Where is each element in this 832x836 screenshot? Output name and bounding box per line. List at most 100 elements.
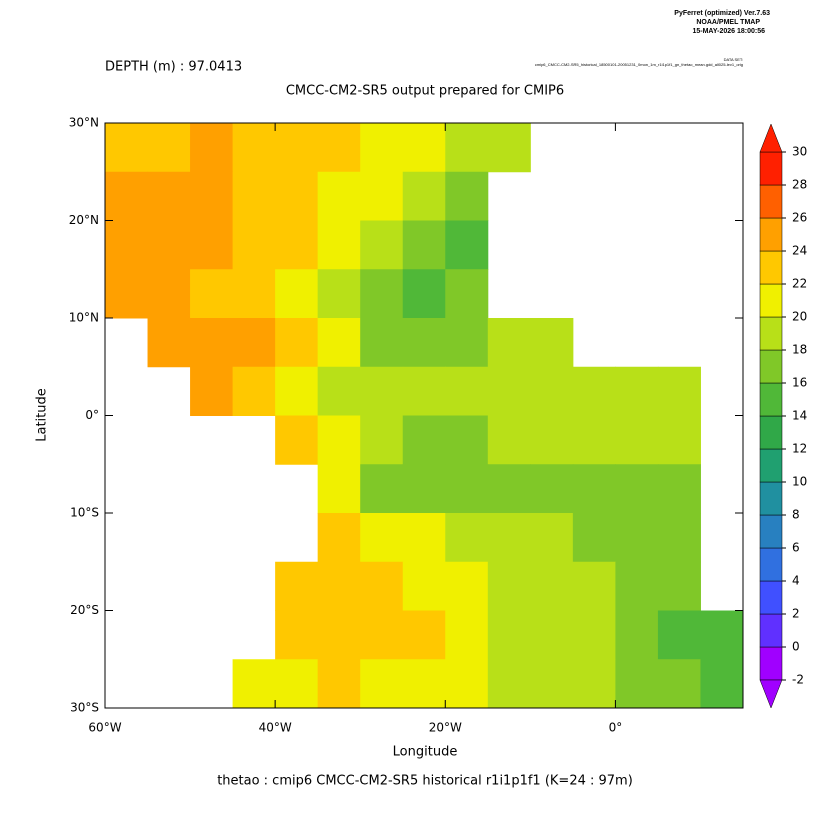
colorbar-band bbox=[759, 448, 783, 483]
cell bbox=[105, 220, 149, 270]
subtitle: DEPTH (m) : 97.0413 bbox=[105, 60, 242, 75]
cell bbox=[572, 659, 616, 709]
colorbar-label: 0 bbox=[792, 640, 800, 654]
cell bbox=[147, 269, 191, 319]
cell bbox=[232, 659, 276, 709]
cell bbox=[445, 513, 489, 563]
colorbar-label: 14 bbox=[792, 409, 807, 423]
cell bbox=[402, 513, 446, 563]
colorbar-label: 30 bbox=[792, 145, 807, 159]
cell bbox=[657, 464, 701, 514]
cell bbox=[190, 171, 234, 221]
cell bbox=[402, 269, 446, 319]
colorbar-band bbox=[759, 613, 783, 648]
y-tick-label: 30°N bbox=[69, 116, 99, 130]
colorbar-label: 16 bbox=[792, 376, 807, 390]
cell bbox=[232, 318, 276, 368]
cell bbox=[360, 464, 404, 514]
date: 15-MAY-2026 18:00:56 bbox=[692, 28, 765, 35]
cell bbox=[402, 318, 446, 368]
x-tick-label: 60°W bbox=[88, 721, 121, 735]
cell bbox=[445, 366, 489, 416]
cell bbox=[317, 318, 361, 368]
cell bbox=[317, 561, 361, 611]
cell bbox=[317, 659, 361, 709]
cell bbox=[232, 220, 276, 270]
colorbar-label: 12 bbox=[792, 442, 807, 456]
cell bbox=[190, 269, 234, 319]
cell bbox=[530, 318, 574, 368]
cell bbox=[317, 171, 361, 221]
cell bbox=[487, 318, 531, 368]
y-tick-label: 20°S bbox=[70, 603, 99, 617]
cell bbox=[105, 123, 149, 173]
colorbar-label: 18 bbox=[792, 343, 807, 357]
cell bbox=[402, 561, 446, 611]
cell bbox=[317, 464, 361, 514]
cell bbox=[445, 220, 489, 270]
cell bbox=[572, 561, 616, 611]
cell bbox=[572, 610, 616, 660]
cell bbox=[275, 269, 319, 319]
cell bbox=[657, 513, 701, 563]
cell bbox=[402, 659, 446, 709]
cell bbox=[232, 171, 276, 221]
cell bbox=[232, 366, 276, 416]
cell bbox=[275, 659, 319, 709]
cell bbox=[445, 415, 489, 465]
cell bbox=[360, 561, 404, 611]
cell bbox=[487, 561, 531, 611]
cell bbox=[147, 220, 191, 270]
cell bbox=[360, 415, 404, 465]
field bbox=[105, 123, 744, 709]
colorbar-label: 24 bbox=[792, 244, 807, 258]
cell bbox=[360, 366, 404, 416]
cell bbox=[317, 269, 361, 319]
x-tick-label: 40°W bbox=[259, 721, 292, 735]
cell bbox=[360, 220, 404, 270]
colorbar-label: 26 bbox=[792, 211, 807, 225]
cell bbox=[275, 366, 319, 416]
cell bbox=[572, 415, 616, 465]
cell bbox=[317, 220, 361, 270]
colorbar-band bbox=[759, 250, 783, 285]
cell bbox=[445, 171, 489, 221]
cell bbox=[275, 318, 319, 368]
cell bbox=[657, 659, 701, 709]
cell bbox=[360, 610, 404, 660]
colorbar-label: 28 bbox=[792, 178, 807, 192]
org: NOAA/PMEL TMAP bbox=[696, 19, 760, 26]
cell bbox=[700, 659, 744, 709]
cell bbox=[147, 123, 191, 173]
cell bbox=[317, 610, 361, 660]
colorbar-band bbox=[759, 283, 783, 318]
dataset: cmip6_CMCC-CM2-SR5_historical_18500101-2… bbox=[535, 62, 743, 67]
x-tick-label: 0° bbox=[609, 721, 623, 735]
colorbar-band bbox=[759, 514, 783, 549]
cell bbox=[530, 415, 574, 465]
colorbar-band bbox=[759, 580, 783, 615]
y-tick-label: 20°N bbox=[69, 213, 99, 227]
cell bbox=[700, 610, 744, 660]
cell bbox=[487, 366, 531, 416]
cell bbox=[445, 269, 489, 319]
cell bbox=[657, 561, 701, 611]
cell bbox=[530, 610, 574, 660]
colorbar-over bbox=[759, 123, 783, 153]
cell bbox=[402, 123, 446, 173]
cell bbox=[615, 561, 659, 611]
cell bbox=[615, 513, 659, 563]
cell bbox=[317, 415, 361, 465]
cell bbox=[402, 610, 446, 660]
cell bbox=[530, 513, 574, 563]
cell bbox=[487, 513, 531, 563]
cell bbox=[360, 513, 404, 563]
cell bbox=[445, 561, 489, 611]
cell bbox=[402, 171, 446, 221]
colorbar-band bbox=[759, 184, 783, 219]
colorbar-label: 10 bbox=[792, 475, 807, 489]
cell bbox=[105, 269, 149, 319]
cell bbox=[445, 659, 489, 709]
cell bbox=[530, 659, 574, 709]
